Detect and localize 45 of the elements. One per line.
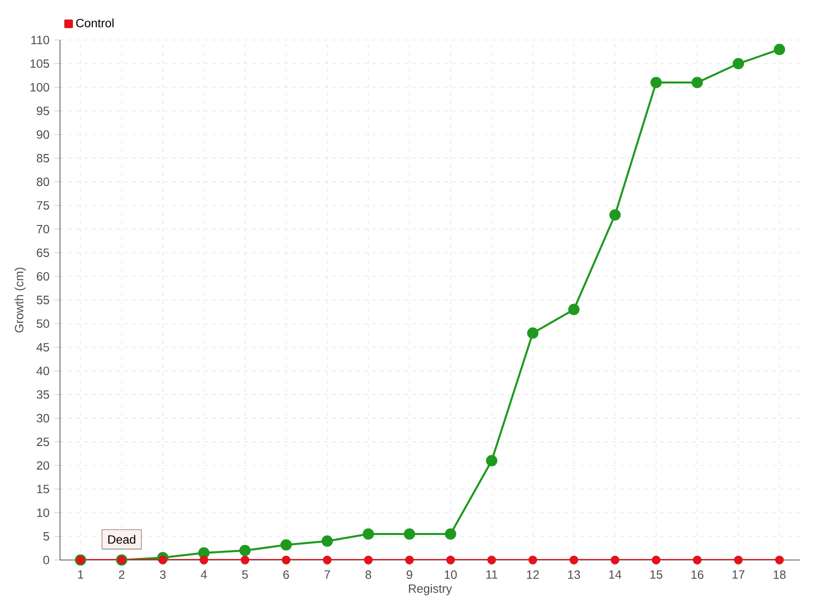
y-tick-label: 65 (36, 248, 50, 257)
y-tick-label: 10 (37, 508, 50, 517)
y-tick-label: 25 (36, 438, 50, 446)
y-tick-label: 15 (37, 484, 50, 494)
y-tick-label: 105 (30, 59, 50, 68)
x-tick-label: 12 (527, 570, 539, 579)
legend-label: Control (76, 18, 114, 28)
x-tick-label: 1 (78, 570, 84, 579)
y-tick-label: 40 (36, 366, 50, 376)
x-tick-label: 11 (486, 570, 498, 579)
y-tick-label: 60 (36, 272, 50, 281)
y-tick-label: 30 (36, 414, 50, 422)
x-tick-label: 9 (406, 570, 412, 579)
x-tick-label: 7 (324, 570, 330, 579)
annotation: Dead (108, 534, 136, 544)
y-tick-label: 35 (36, 390, 50, 399)
x-tick-label: 18 (774, 570, 786, 579)
y-tick-label: 20 (36, 461, 50, 470)
x-tick-label: 10 (444, 570, 457, 579)
y-tick-label: 95 (36, 106, 50, 116)
x-tick-label: 14 (609, 570, 622, 579)
y-tick-label: 75 (36, 201, 50, 210)
y-tick-label: 50 (36, 319, 50, 328)
y-tick-label: 110 (31, 36, 50, 44)
x-tick-label: 16 (691, 570, 704, 579)
x-tick-label: 6 (283, 570, 289, 579)
x-tick-label: 3 (160, 570, 166, 579)
x-tick-label: 2 (118, 570, 124, 579)
x-tick-label: 17 (732, 570, 744, 579)
x-tick-label: 15 (650, 570, 662, 579)
y-tick-label: 55 (36, 296, 50, 304)
y-tick-label: 80 (36, 178, 50, 186)
y-tick-label: 100 (30, 83, 50, 92)
x-axis-title: Registry (408, 584, 452, 596)
y-tick-label: 90 (36, 130, 50, 139)
x-tick-label: 5 (242, 570, 248, 579)
x-tick-label: 4 (200, 570, 207, 579)
x-tick-label: 13 (568, 570, 580, 579)
y-tick-label: 85 (36, 154, 50, 162)
y-tick-label: 45 (36, 343, 50, 352)
y-tick-label: 5 (43, 532, 50, 541)
x-tick-label: 8 (366, 570, 372, 579)
y-tick-label: 0 (43, 556, 50, 564)
y-tick-label: 70 (36, 224, 50, 234)
y-axis-title: Growth (cm) (14, 268, 26, 332)
